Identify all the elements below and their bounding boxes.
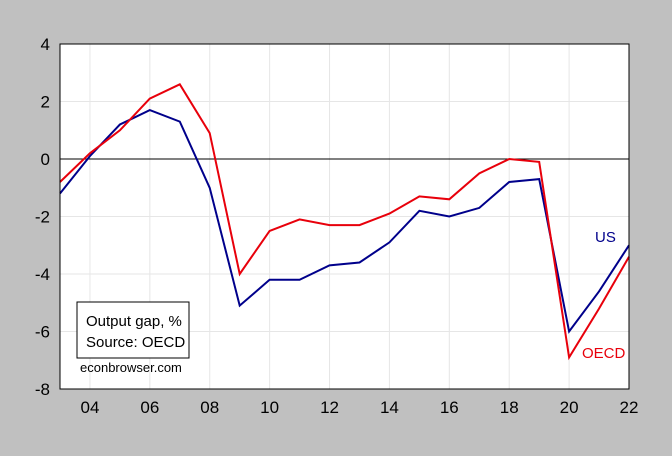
series-line-oecd <box>59 83 630 361</box>
plot-frame <box>59 43 630 390</box>
x-tick-label: 18 <box>500 398 519 417</box>
annotation-line-1: Output gap, % <box>86 313 182 330</box>
y-tick-label: -6 <box>35 323 50 342</box>
x-tick-label: 06 <box>140 398 159 417</box>
y-tick-label: 4 <box>41 35 50 54</box>
y-tick-label: -4 <box>35 265 50 284</box>
annotation-line-2: Source: OECD <box>86 334 185 351</box>
y-tick-label: -2 <box>35 208 50 227</box>
series-line-us <box>59 109 630 334</box>
y-tick-label: 2 <box>41 93 50 112</box>
watermark: econbrowser.com <box>80 360 182 375</box>
x-tick-label: 16 <box>440 398 459 417</box>
series-layer <box>59 83 630 361</box>
x-tick-label: 14 <box>380 398 399 417</box>
x-tick-label: 12 <box>320 398 339 417</box>
x-tick-label: 22 <box>620 398 639 417</box>
x-tick-label: 10 <box>260 398 279 417</box>
x-tick-label: 20 <box>560 398 579 417</box>
series-label-oecd: OECD <box>582 345 626 362</box>
y-tick-label: 0 <box>41 150 50 169</box>
series-label-us: US <box>595 229 616 246</box>
y-tick-label: -8 <box>35 380 50 399</box>
x-tick-label: 08 <box>200 398 219 417</box>
annotation-box <box>76 301 190 359</box>
y-axis-ticks: 4 2 0 -2 -4 -6 -8 <box>35 35 50 399</box>
x-axis-ticks: 04 06 08 10 12 14 16 18 20 22 <box>80 398 638 417</box>
x-tick-label: 04 <box>80 398 99 417</box>
